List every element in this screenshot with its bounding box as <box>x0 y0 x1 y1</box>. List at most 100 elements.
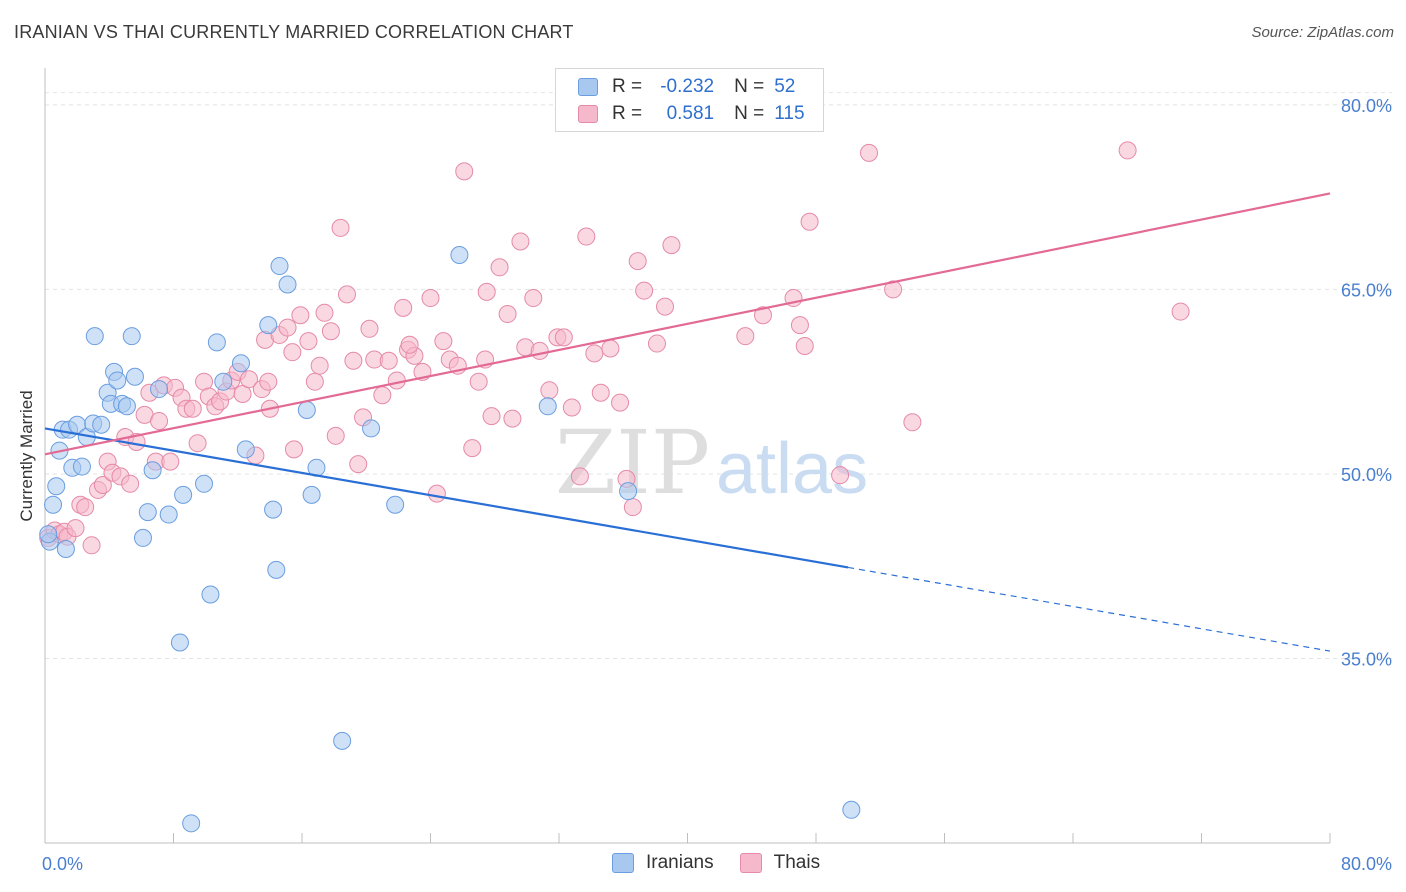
thais-point <box>278 318 297 337</box>
iranians-point <box>297 400 316 419</box>
iranians-point <box>117 397 136 416</box>
iranians-point <box>85 327 104 346</box>
iranians-point <box>267 560 286 579</box>
iranians-point <box>133 528 152 547</box>
iranians-point <box>207 333 226 352</box>
thais-point <box>400 335 419 354</box>
thais-point <box>860 143 879 162</box>
thais-point <box>183 399 202 418</box>
iranians-point <box>138 503 157 522</box>
thais-point <box>482 407 501 426</box>
thais-point <box>326 426 345 445</box>
thais-point <box>831 466 850 485</box>
y-tick-label: 80.0% <box>1341 96 1392 116</box>
y-tick-labels: 35.0% 50.0% 65.0% 80.0% <box>1341 96 1392 670</box>
thais-point <box>387 371 406 390</box>
iranians-point <box>333 731 352 750</box>
thais-point <box>344 351 363 370</box>
thais-point <box>753 306 772 325</box>
thais-point <box>315 303 334 322</box>
thais-point <box>76 498 95 517</box>
thais-point <box>259 372 278 391</box>
thais-point <box>284 440 303 459</box>
y-axis-label: Currently Married <box>17 390 36 521</box>
r-value-thais: 0.581 <box>666 103 715 124</box>
y-tick-label: 50.0% <box>1341 465 1392 485</box>
thais-point <box>337 285 356 304</box>
legend-item-iranians[interactable]: Iranians <box>612 852 714 874</box>
thais-point <box>310 356 329 375</box>
thais-point <box>628 252 647 271</box>
stats-row-thais: R = 0.581 N = 115 <box>578 102 805 126</box>
axes <box>44 68 1331 844</box>
iranians-point <box>47 477 66 496</box>
thais-point <box>736 327 755 346</box>
legend-label-thais: Thais <box>773 852 821 873</box>
thais-point <box>623 498 642 517</box>
iranians-legend-swatch <box>612 853 634 873</box>
thais-point <box>477 282 496 301</box>
thais-point <box>662 236 681 255</box>
thais-legend-swatch <box>739 853 762 873</box>
thais-points <box>39 141 1190 555</box>
n-label: N = <box>734 103 765 124</box>
thais-point <box>469 372 488 391</box>
thais-point <box>647 334 666 353</box>
iranians-point <box>122 327 141 346</box>
thais-point <box>373 386 392 405</box>
iranians-trend-projection <box>848 566 1331 652</box>
thais-point <box>570 467 589 486</box>
thais-point <box>490 258 509 277</box>
iranians-swatch <box>578 78 598 96</box>
thais-point <box>349 455 368 474</box>
thais-point <box>394 298 413 317</box>
thais-point <box>93 476 112 495</box>
iranians-point <box>302 485 321 504</box>
thais-point <box>498 305 517 324</box>
source-label: Source: ZipAtlas.com <box>1251 24 1394 41</box>
watermark: ZIP atlas <box>555 411 868 514</box>
iranians-point <box>72 457 91 476</box>
thais-point <box>427 484 446 503</box>
thais-point <box>299 332 318 351</box>
thais-point <box>656 297 675 316</box>
iranians-point <box>174 485 193 504</box>
thais-point <box>635 281 654 300</box>
iranians-point <box>195 474 214 493</box>
iranians-point <box>159 505 178 524</box>
trend-lines <box>44 192 1331 652</box>
thais-point <box>239 370 258 389</box>
iranians-trend-line <box>44 427 849 569</box>
thais-point <box>66 519 85 538</box>
iranians-point <box>236 440 255 459</box>
iranians-point <box>56 539 75 558</box>
stats-row-iranians: R = -0.232 N = 52 <box>578 75 795 99</box>
thais-point <box>611 393 630 412</box>
iranians-point <box>150 380 169 399</box>
iranians-point <box>386 495 405 514</box>
iranians-point <box>182 814 201 833</box>
iranians-point <box>619 482 638 501</box>
thais-point <box>121 474 140 493</box>
n-value-iranians: 52 <box>774 76 796 97</box>
thais-point <box>795 337 814 356</box>
thais-point <box>150 412 169 431</box>
thais-point <box>463 439 482 458</box>
thais-point <box>331 218 350 237</box>
thais-point <box>884 280 903 299</box>
iranians-point <box>170 633 189 652</box>
iranians-point <box>538 397 557 416</box>
series-legend: Iranians Thais <box>612 852 846 874</box>
iranians-point <box>92 415 111 434</box>
thais-point <box>291 306 310 325</box>
thais-point <box>434 332 453 351</box>
iranians-point <box>842 800 861 819</box>
thais-point <box>421 289 440 308</box>
iranians-point <box>44 495 63 514</box>
iranians-point <box>231 354 250 373</box>
thais-point <box>82 536 101 555</box>
legend-label-iranians: Iranians <box>646 852 714 873</box>
thais-point <box>511 232 530 251</box>
legend-item-thais[interactable]: Thais <box>739 852 821 874</box>
thais-point <box>321 322 340 341</box>
